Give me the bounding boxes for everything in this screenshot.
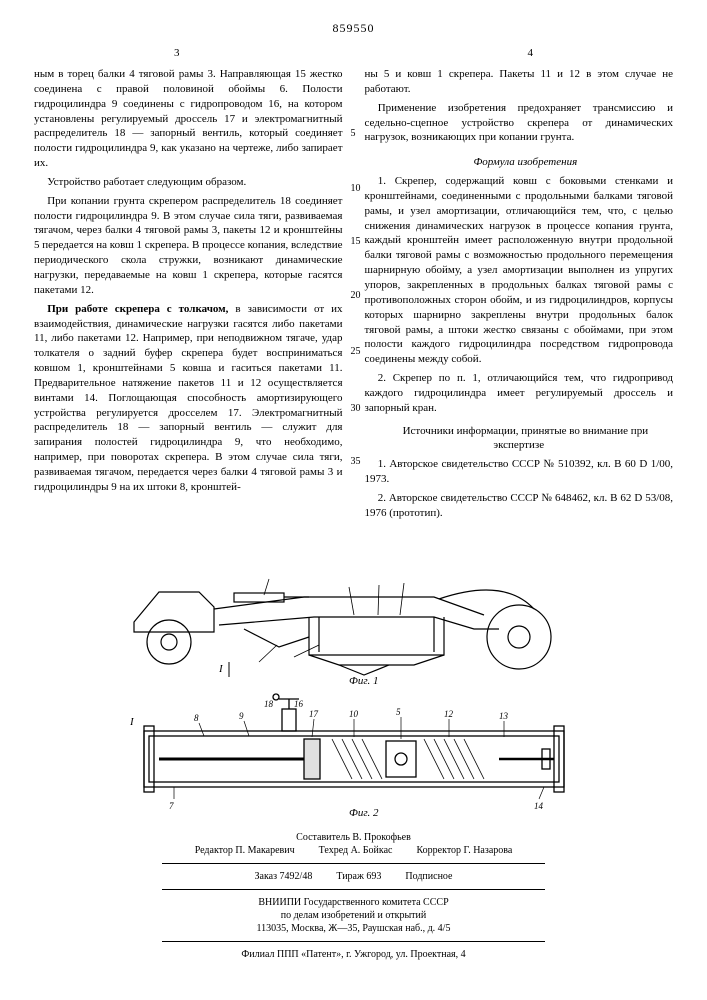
line-number: 25	[351, 345, 361, 359]
bold-lead: При работе скрепера с толкачом,	[47, 303, 228, 315]
body-rest: в зависимости от их взаимодействия, дина…	[34, 303, 343, 493]
divider	[162, 889, 545, 890]
page-numbers: 3 4	[34, 46, 673, 61]
left-column: ным в торец балки 4 тяговой рамы 3. Напр…	[34, 67, 343, 525]
right-column: 5 10 15 20 25 30 35 ны 5 и ковш 1 скрепе…	[365, 67, 674, 525]
page-number-left: 3	[174, 46, 180, 61]
techred-line: Техред А. Бойкас	[319, 844, 393, 857]
svg-text:16: 16	[294, 699, 304, 709]
body-paragraph: ны 5 и ковш 1 скрепера. Пакеты 11 и 12 в…	[365, 67, 674, 97]
source-item: 2. Авторское свидетельство СССР № 648462…	[365, 491, 674, 521]
body-paragraph: Применение изобретения предохраняет тран…	[365, 101, 674, 146]
two-column-spread: ным в торец балки 4 тяговой рамы 3. Напр…	[34, 67, 673, 525]
page-number-right: 4	[528, 46, 534, 61]
sources-heading: Источники информации, принятые во вниман…	[365, 424, 674, 454]
figure-2: 8 9 18 16 17 10 5 12 13 14 7 Фиг. 2 I	[104, 691, 604, 821]
compiler-line: Составитель В. Прокофьев	[34, 831, 673, 844]
svg-text:10: 10	[349, 709, 359, 719]
organization-line: ВНИИПИ Государственного комитета СССР	[34, 896, 673, 909]
body-paragraph: ным в торец балки 4 тяговой рамы 3. Напр…	[34, 67, 343, 171]
svg-text:I: I	[129, 716, 135, 728]
line-number: 35	[351, 455, 361, 469]
editor-line: Редактор П. Макаревич	[195, 844, 295, 857]
svg-text:14: 14	[534, 801, 544, 811]
svg-text:18: 18	[264, 699, 274, 709]
divider	[162, 863, 545, 864]
svg-text:12: 12	[444, 709, 454, 719]
divider	[162, 941, 545, 942]
address-line: 113035, Москва, Ж—35, Раушская наб., д. …	[34, 922, 673, 935]
svg-text:Фиг. 1: Фиг. 1	[349, 675, 379, 687]
svg-text:17: 17	[309, 709, 319, 719]
body-paragraph: При копании грунта скрепером распределит…	[34, 194, 343, 298]
line-number: 10	[351, 182, 361, 196]
svg-text:8: 8	[194, 713, 199, 723]
document-number: 859550	[34, 20, 673, 36]
figure-area: I Фиг. 1	[34, 537, 673, 821]
address-line: Филиал ППП «Патент», г. Ужгород, ул. Про…	[34, 948, 673, 961]
circulation: Тираж 693	[336, 870, 381, 883]
claim-paragraph: 1. Скрепер, содержащий ковш с боковыми с…	[365, 174, 674, 367]
svg-text:Фиг. 2: Фиг. 2	[349, 807, 379, 819]
claim-paragraph: 2. Скрепер по п. 1, отличающийся тем, чт…	[365, 371, 674, 416]
line-number: 30	[351, 402, 361, 416]
line-number: 20	[351, 289, 361, 303]
corrector-line: Корректор Г. Назарова	[416, 844, 512, 857]
subscription: Подписное	[405, 870, 452, 883]
source-item: 1. Авторское свидетельство СССР № 510392…	[365, 457, 674, 487]
svg-text:13: 13	[499, 711, 509, 721]
body-paragraph: Устройство работает следующим образом.	[34, 175, 343, 190]
line-number: 15	[351, 235, 361, 249]
order-number: Заказ 7492/48	[255, 870, 313, 883]
colophon: Составитель В. Прокофьев Редактор П. Мак…	[34, 831, 673, 961]
svg-text:5: 5	[396, 707, 401, 717]
svg-text:I: I	[218, 663, 224, 675]
formula-heading: Формула изобретения	[365, 155, 674, 170]
svg-text:7: 7	[169, 801, 174, 811]
organization-line: по делам изобретений и открытий	[34, 909, 673, 922]
body-paragraph: При работе скрепера с толкачом, в зависи…	[34, 302, 343, 495]
line-number: 5	[351, 127, 356, 141]
svg-text:9: 9	[239, 711, 244, 721]
figure-1: I Фиг. 1	[104, 537, 604, 687]
